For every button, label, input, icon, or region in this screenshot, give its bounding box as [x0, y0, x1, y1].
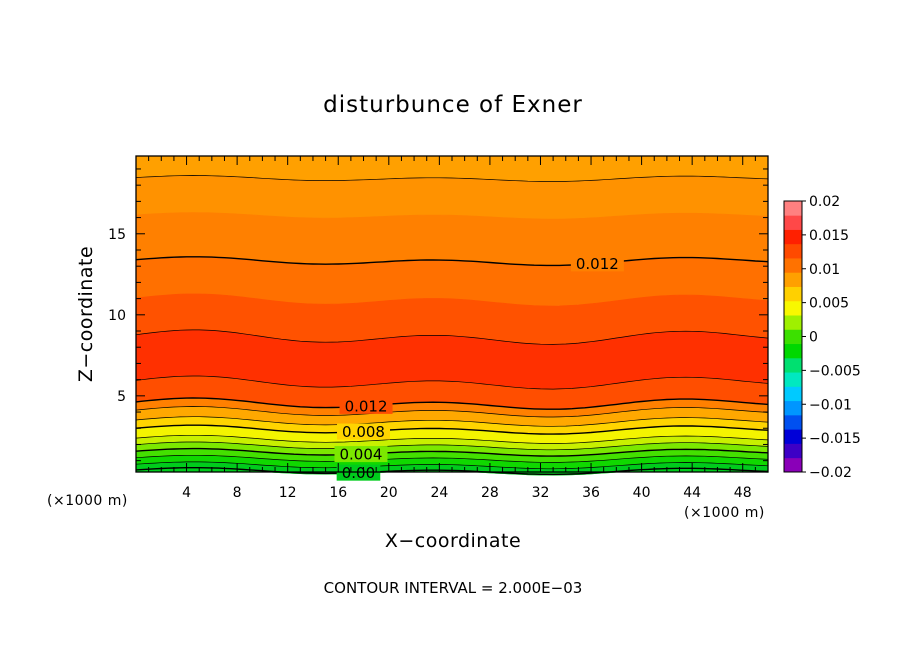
contour-label-bg-0	[570, 255, 624, 272]
x-tick-label: 36	[582, 485, 600, 501]
x-unit-left: (×1000 m)	[47, 493, 128, 509]
colorbar-tick-label: 0.01	[809, 262, 840, 278]
x-tick-label: 12	[279, 485, 297, 501]
y-axis: 5 10 15	[108, 168, 768, 462]
contour-line-1	[135, 256, 769, 267]
colorbar-swatch	[784, 243, 802, 259]
x-tick-label: 8	[233, 485, 242, 501]
colorbar-tick-label: 0.005	[809, 296, 849, 312]
x-axis-title: X−coordinate	[385, 530, 521, 552]
contour-interval-note: CONTOUR INTERVAL = 2.000E−03	[324, 579, 583, 597]
colorbar-swatch	[784, 457, 802, 473]
colorbar-tick-label: −0.02	[809, 465, 852, 481]
y-tick-label: 5	[117, 389, 126, 405]
colorbar-swatch	[784, 329, 802, 345]
contour-line-5	[135, 406, 769, 418]
y-tick-label: 15	[108, 227, 126, 243]
colorbar-tick-label: 0	[809, 330, 818, 346]
contour-label-bg-3	[334, 446, 388, 463]
colorbar: 0.02 0.015 0.01 0.005 0 −0.005 −0.01 −0.015 −0.0…	[783, 194, 861, 481]
colorbar-swatch	[784, 386, 802, 402]
contour-band-1	[135, 175, 769, 220]
contour-line-10	[135, 447, 769, 457]
x-unit-right: (×1000 m)	[684, 505, 765, 521]
x-tick-label: 16	[329, 485, 347, 501]
x-tick-label: 48	[734, 485, 752, 501]
colorbar-tick-label: −0.005	[809, 363, 861, 379]
colorbar-swatch	[784, 429, 802, 444]
colorbar-tick-label: −0.015	[809, 431, 861, 447]
colorbar-swatch	[784, 357, 802, 373]
x-tick-label: 24	[430, 485, 448, 501]
contour-label-bg-1	[339, 397, 393, 414]
contour-line-8	[135, 434, 769, 444]
colorbar-swatch	[784, 300, 802, 316]
colorbar-swatch	[784, 201, 802, 216]
y-tick-label: 10	[108, 308, 126, 324]
chart-title: disturbunce of Exner	[323, 92, 583, 118]
contour-line-7	[135, 424, 769, 435]
colorbar-tick-label: −0.01	[809, 397, 852, 413]
x-axis: 4 8 12 16 20 24 28 32 36 40 44 48	[148, 156, 756, 501]
colorbar-swatch	[784, 315, 802, 330]
colorbar-tick-label: 0.02	[809, 194, 840, 210]
contour-label-3: 0.004	[340, 446, 383, 464]
plot-fill-area	[135, 155, 769, 476]
contour-line-4	[135, 397, 769, 410]
colorbar-swatch	[784, 229, 802, 245]
colorbar-swatch	[784, 258, 802, 273]
x-tick-label: 20	[380, 485, 398, 501]
contour-label-4: 0.00	[342, 464, 375, 482]
x-tick-label: 32	[532, 485, 550, 501]
colorbar-swatch	[784, 372, 802, 387]
colorbar-swatch	[784, 443, 802, 459]
x-tick-label: 28	[481, 485, 499, 501]
contour-label-bg-2	[337, 423, 391, 440]
x-tick-label: 40	[633, 485, 651, 501]
contour-label-0: 0.012	[576, 255, 619, 273]
contour-label-2: 0.008	[342, 423, 385, 441]
y-axis-title: Z−coordinate	[75, 246, 97, 382]
colorbar-swatch	[784, 343, 802, 359]
contour-line-6	[135, 416, 769, 427]
colorbar-swatch	[784, 286, 802, 302]
contour-line-2	[135, 329, 769, 345]
contour-line-9	[135, 441, 769, 451]
colorbar-swatch	[784, 215, 802, 230]
contour-line-3	[135, 375, 769, 390]
colorbar-swatch	[784, 272, 802, 287]
contour-label-1: 0.012	[345, 397, 388, 415]
contour-lines	[135, 175, 769, 476]
x-tick-label: 4	[182, 485, 191, 501]
colorbar-swatch	[784, 400, 802, 416]
contour-label-bg-4	[336, 464, 381, 481]
contour-line-0	[135, 175, 769, 182]
x-tick-label: 44	[683, 485, 701, 501]
colorbar-tick-label: 0.015	[809, 228, 849, 244]
colorbar-swatch	[784, 414, 802, 430]
contour-line-12	[135, 461, 769, 470]
contour-line-11	[135, 454, 769, 463]
